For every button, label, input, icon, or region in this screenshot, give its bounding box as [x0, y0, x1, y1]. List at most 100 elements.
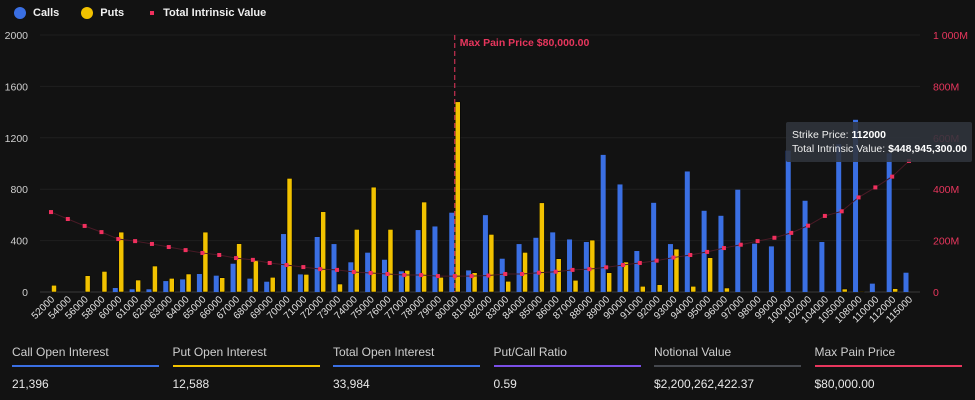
call-bar: [499, 258, 505, 292]
put-bar: [438, 277, 444, 293]
legend-item-intrinsic[interactable]: Total Intrinsic Value: [146, 7, 266, 19]
put-bar: [219, 277, 225, 293]
call-bar: [348, 262, 354, 292]
put-bar: [774, 291, 781, 293]
intrinsic-point: [183, 248, 188, 253]
call-bar: [314, 237, 320, 292]
stat-put-call-ratio: Put/Call Ratio 0.59: [493, 345, 641, 391]
intrinsic-point: [133, 239, 138, 244]
call-bar: [886, 153, 892, 292]
put-bar: [892, 288, 898, 293]
stat-total-oi: Total Open Interest 33,984: [333, 345, 480, 391]
intrinsic-point: [503, 272, 508, 277]
call-bar: [903, 272, 909, 292]
put-bar: [640, 286, 646, 293]
legend-label: Puts: [100, 7, 125, 19]
call-bar: [853, 119, 859, 292]
call-bar: [415, 230, 421, 292]
legend-item-calls[interactable]: Calls: [14, 7, 59, 19]
intrinsic-point: [368, 270, 373, 275]
puts-dot-icon: [81, 7, 94, 19]
y-left-tick-label: 800: [10, 184, 28, 196]
put-bar: [84, 275, 91, 293]
put-bar: [236, 243, 242, 293]
tooltip-value-value: $448,945,300.00: [888, 143, 967, 155]
intrinsic-point: [335, 267, 339, 272]
put-bar: [404, 270, 411, 293]
call-bar: [398, 271, 404, 292]
call-bar: [331, 244, 337, 292]
stat-value: 33,984: [333, 377, 370, 391]
y-left-tick-label: 1200: [5, 133, 29, 145]
call-bar: [516, 244, 522, 292]
call-bar: [129, 289, 135, 292]
call-bar: [112, 288, 118, 292]
intrinsic-point: [654, 258, 659, 263]
calls-dot-icon: [14, 7, 26, 19]
put-bar: [354, 229, 360, 293]
stat-label: Call Open Interest: [12, 345, 109, 359]
open-interest-chart: 00400200M800400M1200600M1600800M20001 00…: [5, 30, 968, 326]
put-bar: [555, 258, 562, 293]
intrinsic-point: [856, 195, 861, 200]
put-bar: [623, 261, 629, 293]
stat-underline: [493, 365, 641, 367]
put-bar: [51, 285, 57, 293]
intrinsic-point: [755, 239, 760, 244]
stat-value: $2,200,262,422.37: [654, 377, 755, 391]
call-bar: [667, 244, 673, 292]
chart-legend: Calls Puts Total Intrinsic Value: [14, 7, 288, 19]
stat-value: 0.59: [493, 377, 517, 391]
call-bar: [836, 144, 842, 292]
legend-label: Calls: [33, 7, 60, 19]
put-bar: [152, 265, 158, 293]
put-bar: [690, 286, 697, 293]
put-bar: [673, 248, 680, 293]
legend-item-puts[interactable]: Puts: [81, 7, 124, 19]
call-bar: [432, 226, 438, 292]
intrinsic-point: [822, 213, 827, 218]
call-bar: [281, 234, 287, 292]
tooltip-strike-value: 112000: [851, 129, 886, 141]
intrinsic-point: [839, 209, 844, 214]
intrinsic-point: [402, 273, 407, 278]
intrinsic-point: [65, 217, 70, 222]
call-bar: [684, 171, 690, 292]
call-bar: [550, 232, 556, 292]
y-left-tick-label: 0: [22, 287, 28, 299]
intrinsic-point: [217, 252, 222, 257]
intrinsic-point: [553, 269, 558, 274]
y-right-tick-label: 800M: [933, 81, 959, 93]
intrinsic-point: [587, 267, 592, 272]
intrinsic-point: [234, 256, 239, 261]
call-bar: [264, 281, 270, 292]
stat-label: Notional Value: [654, 345, 732, 359]
intrinsic-point: [419, 273, 424, 278]
put-bar: [455, 101, 461, 293]
stat-value: 21,396: [12, 377, 49, 391]
intrinsic-point: [250, 257, 255, 262]
put-bar: [488, 234, 495, 293]
intrinsic-point: [721, 246, 726, 251]
call-bar: [785, 150, 791, 292]
y-right-tick-label: 1 000M: [933, 30, 968, 42]
intrinsic-point: [49, 210, 53, 215]
intrinsic-point: [890, 174, 895, 179]
put-bar: [101, 271, 108, 293]
call-bar: [735, 189, 741, 292]
intrinsic-point: [385, 272, 390, 277]
put-bar: [118, 231, 125, 293]
y-right-tick-label: 200M: [933, 236, 959, 248]
call-bar: [718, 215, 724, 292]
put-bar: [320, 211, 326, 293]
intrinsic-point: [520, 272, 525, 277]
call-bar: [297, 274, 303, 292]
max-pain-label: Max Pain Price $80,000.00: [460, 37, 590, 49]
intrinsic-point: [318, 267, 323, 272]
put-bar: [707, 257, 713, 293]
call-bar: [819, 242, 825, 292]
put-bar: [286, 178, 293, 293]
put-bar: [337, 283, 343, 293]
call-bar: [482, 215, 488, 292]
call-bar: [567, 239, 573, 292]
